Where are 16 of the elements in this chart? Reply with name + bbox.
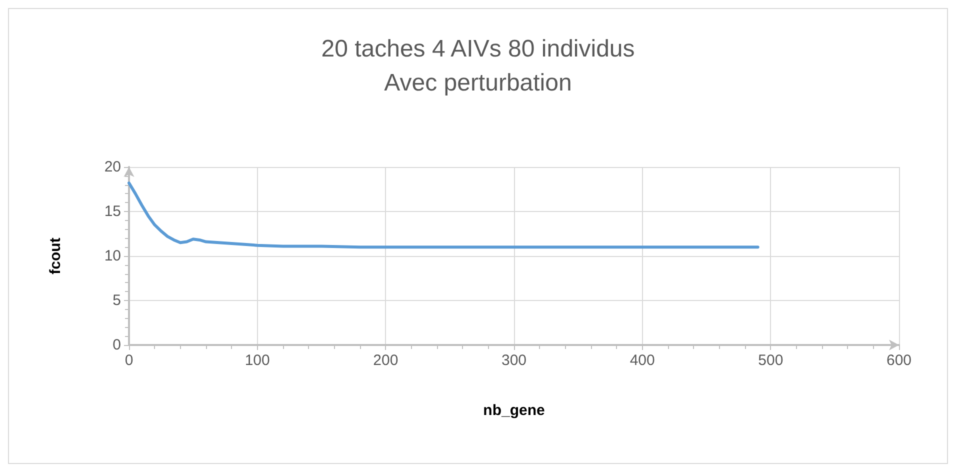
x-tick-label: 300 xyxy=(501,352,527,369)
y-axis-title: fcout xyxy=(47,238,64,274)
x-tick-label: 200 xyxy=(373,352,398,369)
x-axis-title: nb_gene xyxy=(483,402,545,419)
y-tick-label: 10 xyxy=(104,248,121,264)
chart-title: 20 taches 4 AIVs 80 individus Avec perturbation xyxy=(321,36,635,96)
x-tick-label: 100 xyxy=(244,352,270,369)
y-tick-label: 20 xyxy=(104,158,121,176)
y-tick-label: 0 xyxy=(112,336,121,354)
x-tick-label: 400 xyxy=(630,352,655,369)
y-tick-label: 15 xyxy=(104,203,121,220)
x-tick-label: 0 xyxy=(124,352,134,369)
y-tick-label: 5 xyxy=(112,292,121,309)
x-tick-label: 500 xyxy=(758,352,784,369)
line-series xyxy=(128,182,760,249)
x-tick-label: 600 xyxy=(886,352,912,369)
